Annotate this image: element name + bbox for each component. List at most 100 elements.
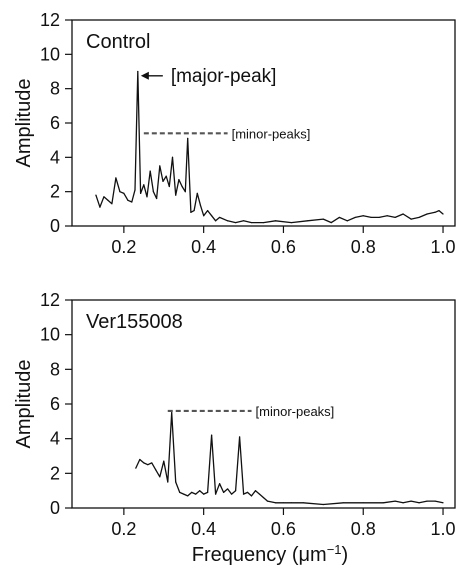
data-point: [338, 216, 340, 219]
y-tick-label: 12: [40, 10, 60, 30]
data-point: [410, 218, 412, 220]
x-tick-label: 0.4: [191, 237, 216, 257]
series-line: [95, 70, 444, 224]
major-peak-label: [major-peak]: [171, 66, 277, 87]
data-point: [346, 220, 348, 222]
x-tick-label: 0.8: [351, 237, 376, 257]
panel-title: Ver155008: [86, 311, 183, 333]
x-tick-label: 1.0: [431, 519, 456, 539]
data-point: [266, 500, 269, 502]
data-point: [187, 137, 189, 140]
data-point: [258, 493, 261, 495]
data-point: [179, 491, 181, 493]
y-tick-label: 0: [50, 216, 60, 236]
data-point: [402, 502, 404, 504]
y-tick-label: 2: [50, 182, 60, 202]
data-point: [382, 502, 384, 504]
minor-peaks-label: [minor-peaks]: [256, 404, 335, 419]
data-point: [184, 191, 186, 193]
data-point: [196, 192, 198, 194]
data-point: [394, 216, 396, 219]
data-point: [290, 502, 293, 504]
data-point: [127, 199, 129, 201]
minor-peaks-label: [minor-peaks]: [232, 126, 311, 141]
data-point: [137, 70, 139, 73]
y-tick-label: 12: [40, 290, 60, 310]
data-point: [342, 502, 344, 504]
data-point: [223, 491, 225, 493]
data-point: [226, 488, 229, 490]
data-point: [162, 180, 164, 182]
data-point: [99, 206, 101, 208]
data-point: [322, 218, 324, 220]
data-point: [330, 221, 332, 224]
data-point: [167, 481, 169, 483]
data-point: [155, 197, 158, 200]
y-axis-title: Amplitude: [13, 360, 35, 449]
data-point: [147, 464, 149, 466]
panel-ver155008: 0 2 4 6 8 10 12 0.2 0.4 0.6 0.8 1.0 Amplitude Ver1550…: [13, 290, 456, 539]
x-tick-label: 0.2: [111, 237, 136, 257]
data-point: [187, 495, 189, 497]
data-point: [111, 203, 113, 205]
y-tick-label: 6: [50, 394, 60, 414]
data-point: [151, 462, 153, 464]
data-point: [163, 460, 165, 462]
data-point: [434, 500, 436, 502]
y-tick-label: 0: [50, 498, 60, 518]
data-point: [103, 196, 105, 198]
y-tick-label: 10: [40, 44, 60, 64]
data-point: [234, 221, 237, 224]
data-point: [402, 213, 404, 215]
data-point: [175, 194, 177, 196]
data-point: [242, 220, 245, 222]
data-point: [203, 215, 205, 217]
data-point: [171, 156, 174, 158]
data-point: [193, 209, 195, 212]
data-point: [418, 216, 420, 219]
data-point: [171, 412, 173, 414]
data-point: [131, 201, 133, 203]
data-point: [178, 179, 180, 181]
data-point: [143, 462, 145, 464]
data-point: [378, 216, 380, 219]
data-point: [199, 490, 201, 492]
data-point: [207, 491, 209, 493]
data-point: [354, 216, 356, 219]
x-tick-label: 0.6: [271, 519, 296, 539]
x-tick-label: 0.2: [111, 519, 136, 539]
data-point: [149, 170, 151, 172]
data-point: [302, 502, 304, 504]
data-point: [219, 216, 221, 219]
data-point: [199, 204, 202, 206]
data-point: [426, 500, 428, 502]
y-tick-label: 4: [50, 147, 60, 167]
y-tick-label: 6: [50, 113, 60, 133]
data-point: [134, 189, 136, 191]
data-point: [322, 503, 324, 506]
data-point: [282, 502, 285, 504]
data-point: [215, 493, 217, 495]
data-point: [115, 177, 117, 179]
x-tick-label: 0.8: [351, 519, 376, 539]
panel-control: 0 2 4 6 8 10 12 0.2 0.4 0.6 0.8 1.0 Amplitude Control…: [13, 10, 456, 257]
data-point: [143, 184, 145, 186]
data-point: [123, 192, 125, 194]
x-tick-label: 1.0: [431, 237, 456, 257]
panel-title: Control: [86, 31, 150, 53]
data-point: [191, 491, 193, 493]
data-point: [159, 165, 161, 167]
data-point: [211, 215, 213, 217]
y-tick-label: 10: [40, 325, 60, 345]
data-point: [370, 216, 372, 219]
y-tick-label: 4: [50, 429, 60, 449]
series-line: [135, 412, 444, 506]
data-point: [203, 493, 205, 495]
x-axis-title: Frequency (μm−1): [192, 542, 348, 567]
x-tick-label: 0.6: [271, 237, 296, 257]
data-point: [306, 220, 308, 222]
data-point: [250, 495, 253, 497]
data-point: [418, 502, 420, 504]
data-point: [159, 476, 161, 478]
